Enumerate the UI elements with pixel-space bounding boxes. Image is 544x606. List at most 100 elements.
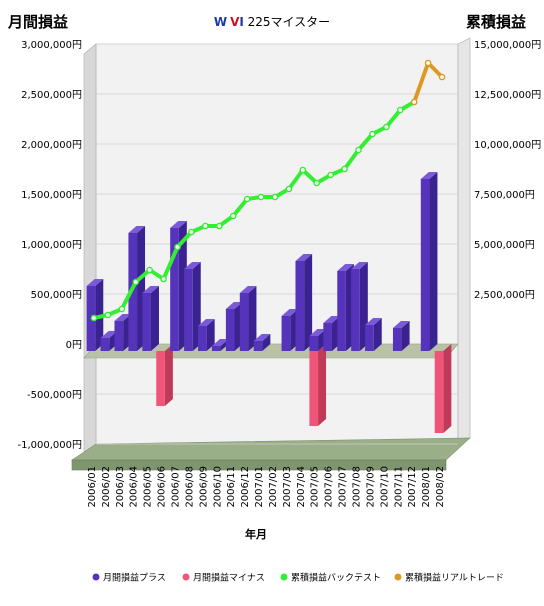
x-tick-label: 2007/03 <box>282 466 293 508</box>
x-tick-label: 2006/09 <box>198 466 209 508</box>
y-left-tick-label: 3,000,000円 <box>21 40 82 51</box>
backtest-point <box>313 179 321 187</box>
backtest-point <box>146 266 153 274</box>
y-right-tick-label: 12,500,000円 <box>474 90 541 101</box>
bar-plus <box>295 254 313 351</box>
y-left-tick-label: -500,000円 <box>27 390 82 401</box>
backtest-point <box>202 222 209 230</box>
bar-plus-top <box>198 319 215 326</box>
bar-plus-front <box>100 338 110 351</box>
bar-plus-top <box>170 221 187 228</box>
chart-title: W VI 225マイスター <box>214 15 330 29</box>
backtest-point <box>257 193 265 201</box>
x-tick-label: 2008/02 <box>435 466 446 508</box>
bar-minus-front <box>309 351 319 426</box>
y-left-tick-label: 500,000円 <box>31 290 82 301</box>
legend-label: 月間損益マイナス <box>193 572 265 584</box>
title-letter-v: V <box>230 15 240 29</box>
bar-plus-top <box>337 264 354 271</box>
backtest-point <box>327 171 334 179</box>
x-tick-label: 2006/04 <box>129 466 140 508</box>
bar-minus-front <box>156 351 165 406</box>
backtest-point <box>174 243 181 251</box>
plot-floor-front <box>71 459 447 471</box>
bar-plus-top <box>392 321 410 328</box>
x-tick-label: 2007/07 <box>338 466 349 508</box>
bar-plus-front <box>420 179 430 351</box>
x-tick-label: 2007/02 <box>268 466 279 508</box>
x-tick-label: 2007/08 <box>352 466 363 508</box>
bar-plus-top <box>184 262 201 269</box>
realtrade-point <box>410 98 418 106</box>
legend-marker <box>92 573 100 581</box>
bar-plus-front <box>309 336 319 351</box>
bar-plus-front <box>225 309 235 351</box>
title-letter-i: I <box>239 15 243 29</box>
bar-plus-front <box>211 346 221 351</box>
bar-plus-front <box>365 325 374 351</box>
legend-label: 月間損益プラス <box>103 572 166 584</box>
bar-plus-top <box>239 286 257 293</box>
y-right-tick-label: 15,000,000円 <box>474 40 541 51</box>
bar-plus-top <box>211 339 229 346</box>
x-tick-label: 2006/08 <box>184 466 195 508</box>
bar-minus-side <box>318 344 327 426</box>
x-tick-label: 2007/10 <box>379 466 390 508</box>
bar-plus-side <box>150 286 159 351</box>
bar-plus-front <box>198 326 207 351</box>
x-tick-label: 2006/03 <box>115 466 126 508</box>
bar-plus-top <box>253 334 271 341</box>
title-rest: 225マイスター <box>244 15 330 29</box>
backtest-point <box>396 106 404 114</box>
backtest-point <box>299 166 307 174</box>
y-right-tick-label: 5,000,000円 <box>474 240 535 251</box>
bar-plus-front <box>170 228 179 351</box>
y-left-tick-label: 2,500,000円 <box>21 90 82 101</box>
bar-plus-front <box>392 328 402 351</box>
x-tick-label: 2006/12 <box>240 466 251 508</box>
plot-right-wall <box>457 37 471 445</box>
bar-plus-front <box>295 261 305 351</box>
backtest-point <box>104 311 112 319</box>
legend-label: 累積損益バックテスト <box>291 572 381 584</box>
bar-plus-top <box>351 262 368 269</box>
x-tick-label: 2006/11 <box>226 466 237 508</box>
legend-item: 月間損益マイナス <box>182 572 265 584</box>
backtest-point <box>188 228 195 236</box>
y-right-tick-label: 10,000,000円 <box>474 140 541 151</box>
bar-minus-front <box>434 351 444 433</box>
legend-label: 累積損益リアルトレード <box>405 572 504 584</box>
x-tick-label: 2007/01 <box>254 466 265 508</box>
bar-plus-front <box>114 321 124 351</box>
x-tick-label: 2006/02 <box>101 466 112 508</box>
legend-marker <box>394 573 402 581</box>
x-tick-label: 2007/05 <box>310 466 321 508</box>
bar-plus-side <box>401 321 410 351</box>
x-tick-label: 2006/07 <box>171 466 182 508</box>
x-axis-title: 年月 <box>245 527 267 541</box>
y-left-tick-label: 1,000,000円 <box>21 240 82 251</box>
x-tick-label: 2006/01 <box>87 466 98 508</box>
bar-plus-side <box>373 318 382 351</box>
x-tick-label: 2006/06 <box>157 466 168 508</box>
bar-plus-side <box>429 172 438 351</box>
legend-marker <box>182 573 190 581</box>
cumulative-lines <box>90 59 446 322</box>
bar-plus-front <box>281 316 291 351</box>
bar-plus-top <box>100 331 118 338</box>
bars <box>86 172 452 433</box>
bar-minus <box>434 344 452 433</box>
backtest-point <box>285 185 293 193</box>
plot-left-wall <box>83 43 97 455</box>
backtest-point <box>160 275 167 283</box>
bar-plus <box>239 286 257 351</box>
bar-plus-top <box>225 302 243 309</box>
bar-plus-side <box>248 286 257 351</box>
bar-plus <box>142 286 159 351</box>
bar-plus-top <box>281 309 299 316</box>
x-tick-label: 2006/05 <box>143 466 154 508</box>
x-tick-label: 2007/12 <box>407 466 418 508</box>
backtest-point <box>90 314 98 322</box>
x-tick-label: 2008/01 <box>421 466 432 508</box>
bar-plus-front <box>239 293 249 351</box>
